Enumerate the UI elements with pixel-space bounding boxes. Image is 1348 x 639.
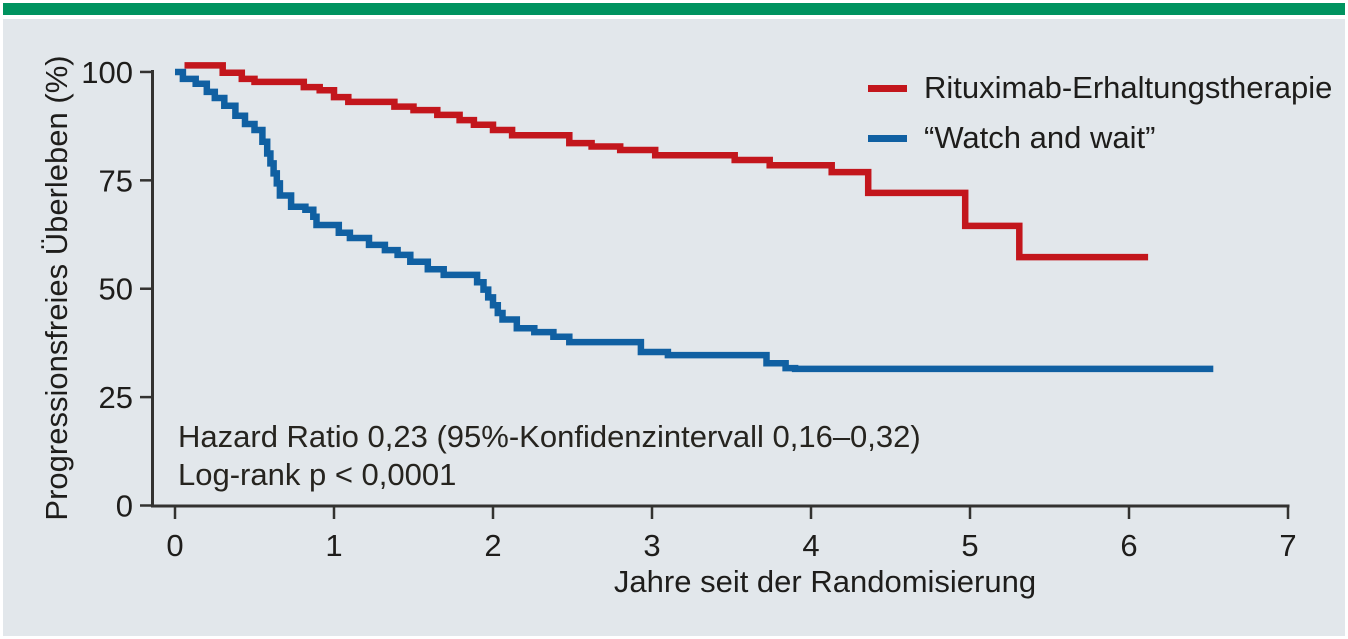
y-tick-label: 0 bbox=[116, 489, 133, 524]
x-tick-label: 3 bbox=[643, 528, 660, 563]
x-tick-label: 5 bbox=[961, 528, 978, 563]
rituximab-line-swatch bbox=[868, 84, 907, 92]
hazard-ratio-line: Hazard Ratio 0,23 (95%-Konfidenzinterval… bbox=[178, 419, 921, 454]
legend-label-rituximab: Rituximab-Erhaltungstherapie bbox=[924, 70, 1333, 105]
x-tick-label: 1 bbox=[325, 528, 342, 563]
legend-item-rituximab: Rituximab-Erhaltungstherapie bbox=[868, 70, 1332, 106]
survival-curve-watch-and-wait bbox=[175, 68, 1214, 373]
y-tick-label: 75 bbox=[99, 163, 133, 198]
x-tick-label: 4 bbox=[802, 528, 819, 563]
y-tick-label: 25 bbox=[99, 380, 133, 415]
figure-panel bbox=[3, 19, 1345, 636]
hazard-ratio-annotation: Hazard Ratio 0,23 (95%-Konfidenzinterval… bbox=[178, 418, 921, 494]
top-accent-bar bbox=[3, 3, 1345, 15]
survival-curve-rituximab bbox=[184, 62, 1149, 261]
x-tick-label: 7 bbox=[1279, 528, 1296, 563]
watch-and-wait-line-swatch bbox=[868, 134, 907, 142]
x-tick-label: 0 bbox=[166, 528, 183, 563]
log-rank-line: Log-rank p < 0,0001 bbox=[178, 457, 457, 492]
y-tick-label: 50 bbox=[99, 272, 133, 307]
y-axis-title: Progressionsfreies Überleben (%) bbox=[39, 55, 74, 521]
y-tick-label: 100 bbox=[81, 55, 133, 90]
x-tick-label: 2 bbox=[484, 528, 501, 563]
x-axis-title: Jahre seit der Randomisierung bbox=[613, 564, 1037, 599]
legend-item-watch-and-wait: “Watch and wait” bbox=[868, 120, 1155, 156]
x-tick-label: 6 bbox=[1120, 528, 1137, 563]
legend-label-watch-and-wait: “Watch and wait” bbox=[924, 120, 1156, 155]
